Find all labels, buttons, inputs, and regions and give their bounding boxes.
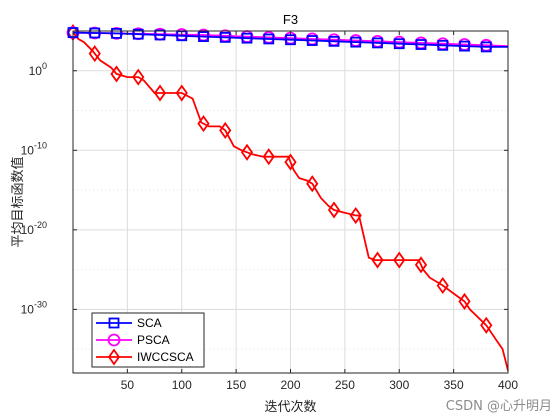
x-tick-label: 150 [226, 378, 246, 392]
data-point [459, 40, 470, 52]
legend-marker [107, 333, 121, 347]
data-point [111, 27, 122, 39]
data-point [480, 316, 493, 334]
data-point [240, 143, 254, 161]
data-point [262, 148, 275, 166]
x-tick-label: 250 [335, 378, 355, 392]
legend-entry-psca: PSCA [96, 333, 170, 347]
data-point [306, 35, 318, 46]
data-point [328, 35, 340, 47]
data-point [306, 175, 319, 193]
data-point [436, 276, 449, 295]
data-point [371, 251, 384, 269]
data-point [349, 206, 362, 225]
data-point [393, 251, 406, 269]
data-point [458, 292, 471, 310]
legend-entry-sca: SCA [96, 316, 162, 330]
x-tick-label: 200 [280, 378, 300, 392]
series-layer [66, 24, 509, 371]
legend: SCA PSCA IWCCSCA [91, 312, 205, 368]
data-point [327, 201, 341, 219]
data-point [415, 39, 427, 50]
chart-title: F3 [283, 12, 298, 27]
x-tick-label: 350 [444, 378, 464, 392]
data-point [219, 121, 232, 139]
data-point [437, 39, 449, 51]
y-tick-label: 10-30 [21, 299, 47, 316]
legend-label: PSCA [137, 333, 170, 347]
data-point [350, 36, 362, 48]
ticks: 50 100 150 200 250 300 350 400 100 10-10 10-20 10-3… [21, 31, 518, 392]
series-sca [67, 27, 508, 53]
data-point [88, 45, 101, 63]
x-tick-label: 50 [121, 378, 135, 392]
data-point [198, 31, 209, 42]
data-point [480, 41, 492, 53]
data-point [219, 31, 231, 43]
data-point [241, 32, 253, 44]
legend-marker [107, 348, 121, 366]
data-point [154, 29, 166, 41]
data-point [132, 68, 145, 86]
data-point [110, 65, 123, 83]
data-point [263, 33, 275, 45]
series-line [72, 31, 508, 48]
x-tick-label: 100 [172, 378, 192, 392]
x-tick-label: 300 [389, 378, 409, 392]
x-tick-label: 400 [498, 378, 518, 392]
y-axis-label: 平均目标函数值 [10, 156, 26, 247]
data-point [175, 84, 188, 102]
y-tick-label: 10-10 [21, 140, 47, 157]
data-point [153, 84, 167, 102]
data-point [89, 27, 101, 39]
data-point [393, 38, 405, 50]
data-point [284, 153, 297, 171]
y-tick-label: 10-20 [21, 220, 47, 237]
legend-entry-iwccsca: IWCCSCA [96, 348, 194, 366]
data-point [414, 256, 428, 274]
x-axis-label: 迭代次数 [264, 399, 316, 415]
legend-label: SCA [137, 316, 162, 330]
legend-label: IWCCSCA [137, 350, 194, 364]
data-point [197, 115, 210, 133]
data-point [132, 28, 144, 40]
data-point [372, 37, 383, 49]
legend-marker [108, 317, 120, 329]
data-point [285, 34, 296, 46]
y-tick-label: 100 [29, 61, 47, 78]
watermark-text: CSDN @心升明月 [445, 399, 552, 414]
